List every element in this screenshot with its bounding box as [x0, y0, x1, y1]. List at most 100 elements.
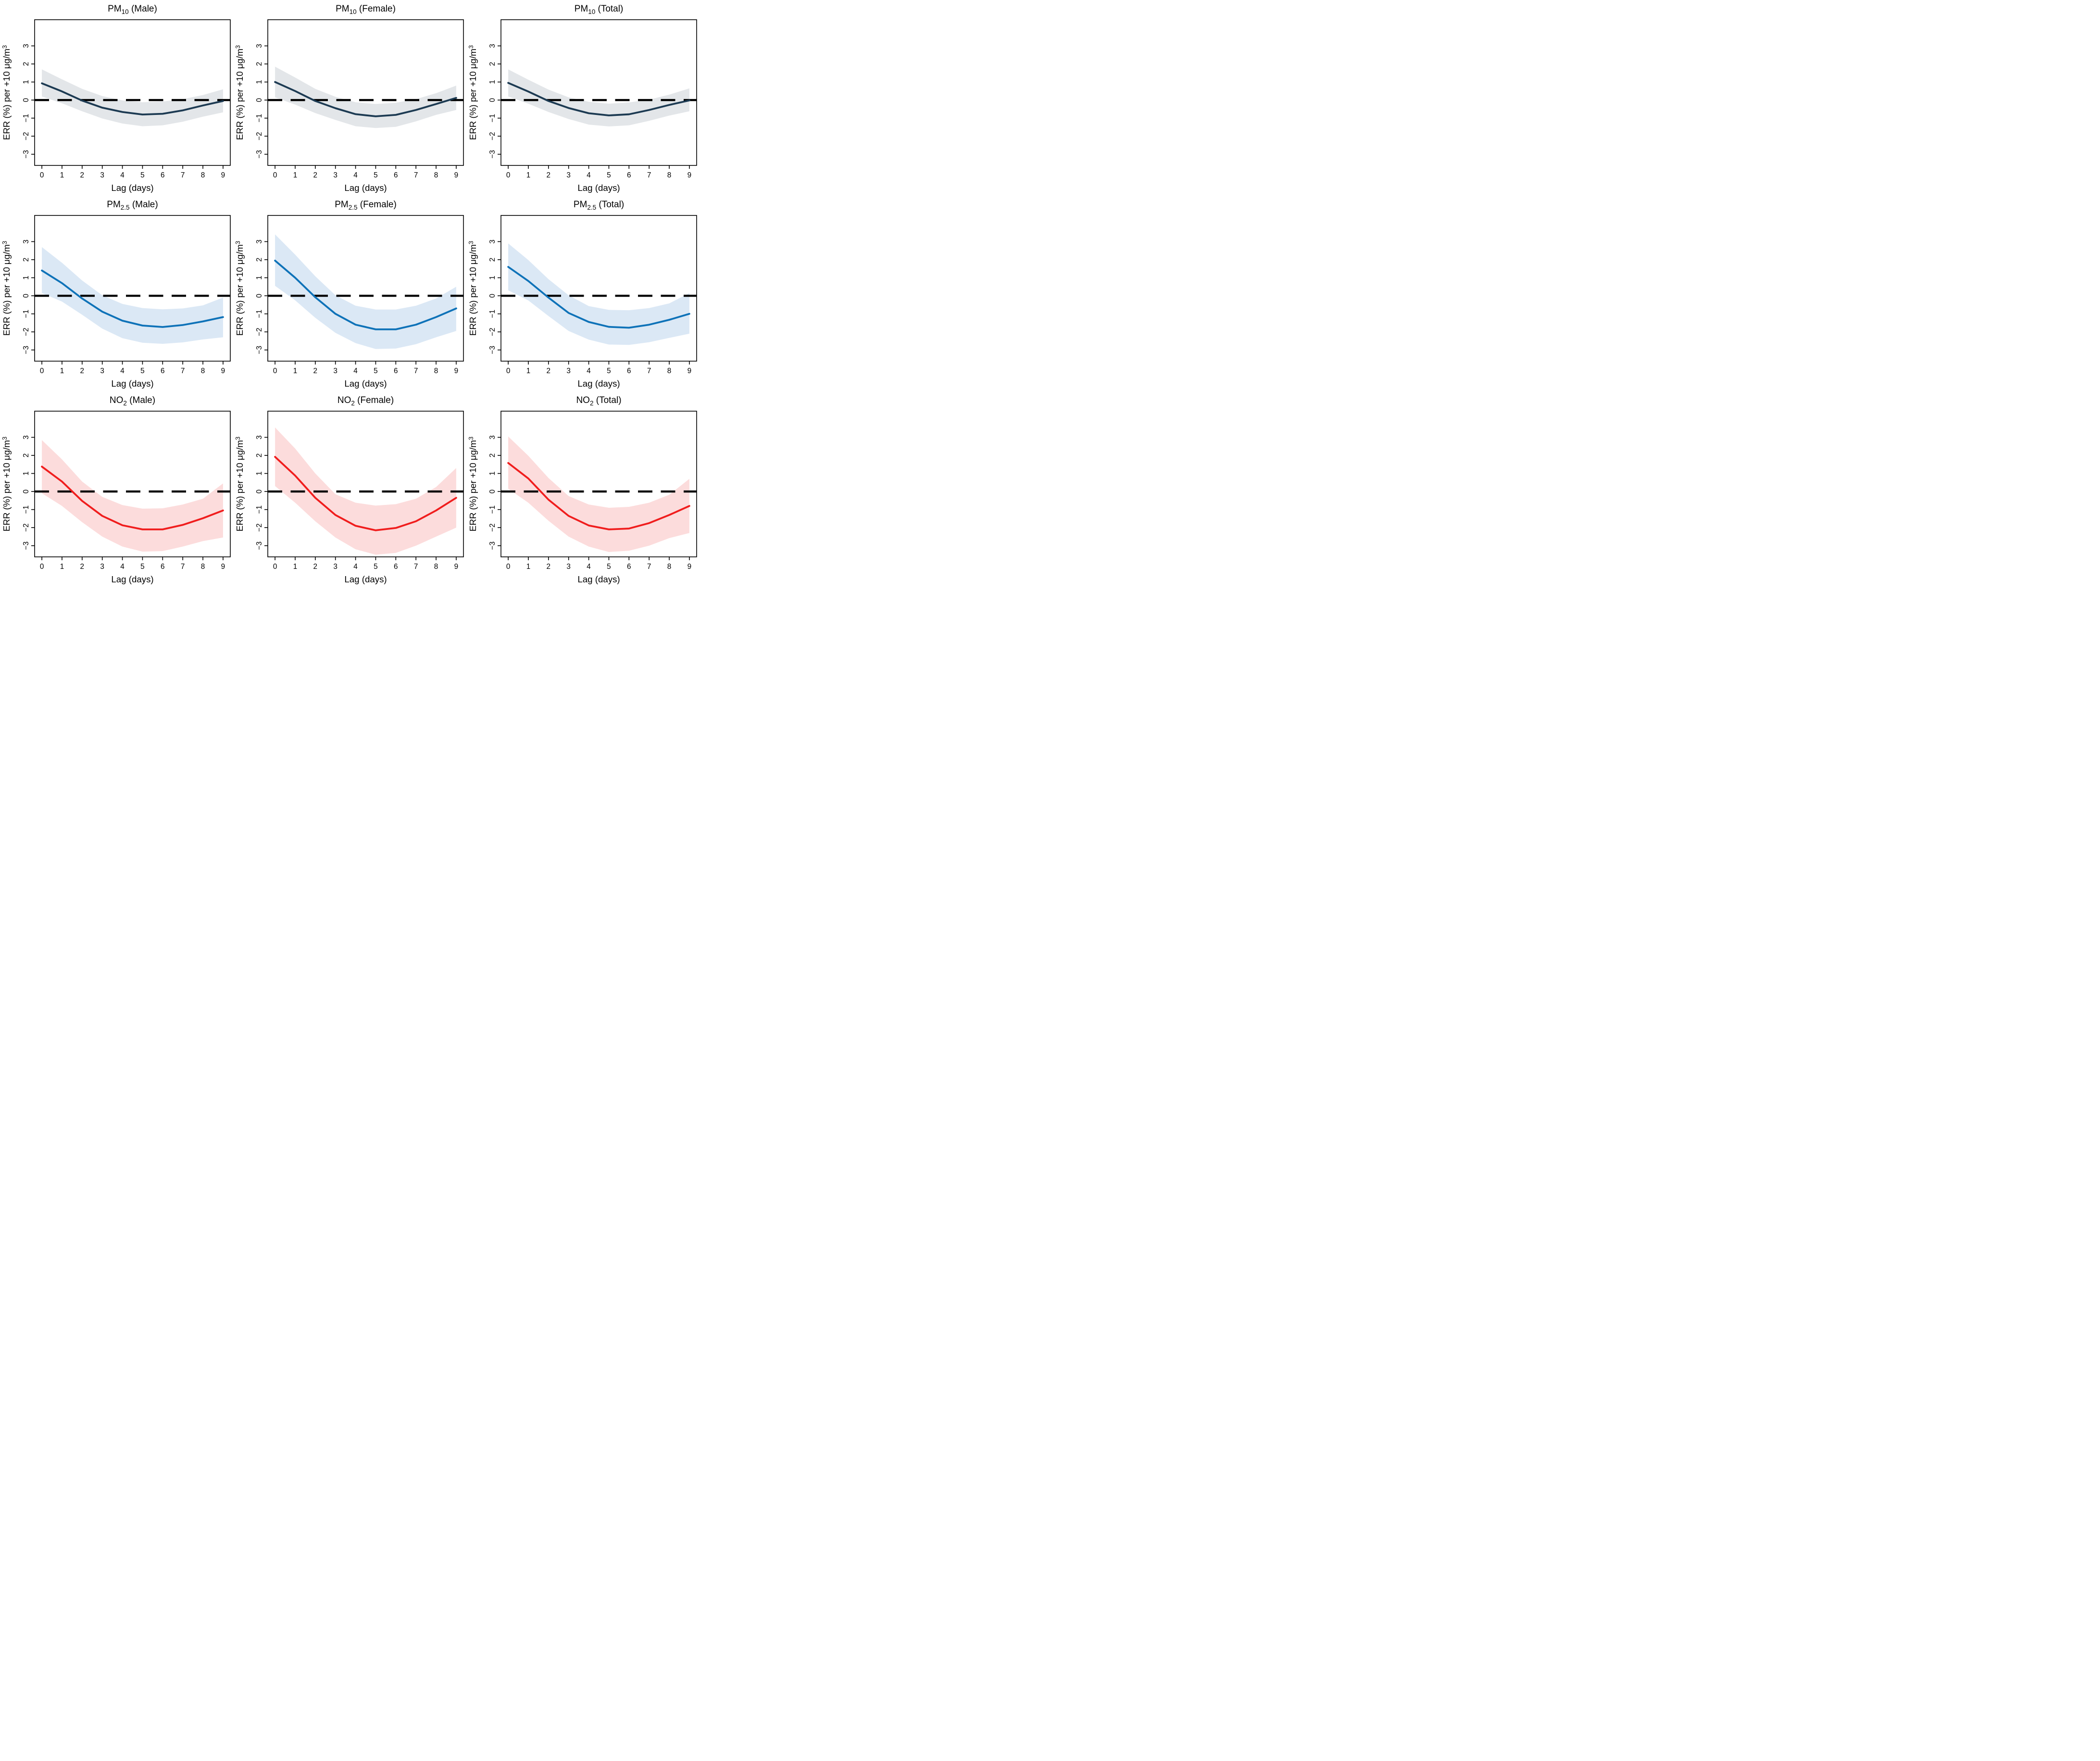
y-tick-label: 0 — [488, 490, 497, 494]
x-tick-label: 8 — [667, 367, 672, 375]
estimate-line — [41, 82, 224, 115]
x-tick-label: 5 — [140, 367, 145, 375]
x-tick-label: 7 — [414, 367, 418, 375]
y-tick-label: 2 — [488, 62, 497, 66]
y-tick-label: 2 — [255, 453, 263, 458]
x-tick-label: 5 — [374, 367, 378, 375]
y-tick-label: −3 — [255, 150, 263, 158]
y-tick-label: 2 — [488, 453, 497, 458]
confidence-band — [42, 440, 223, 552]
x-tick-label: 8 — [434, 367, 438, 375]
x-tick-label: 5 — [140, 171, 145, 179]
x-tick-label: 2 — [313, 367, 318, 375]
y-tick-label: −1 — [22, 505, 30, 514]
y-tick-label: 2 — [22, 258, 30, 262]
x-tick-label: 0 — [273, 171, 277, 179]
x-axis-label: Lag (days) — [111, 378, 153, 389]
x-tick-label: 7 — [181, 171, 185, 179]
panel-title: NO2 (Male) — [110, 395, 155, 407]
x-tick-label: 6 — [627, 367, 631, 375]
x-tick-label: 1 — [293, 367, 298, 375]
y-tick-label: 0 — [255, 490, 263, 494]
x-tick-label: 6 — [394, 171, 398, 179]
x-tick-label: 3 — [333, 171, 338, 179]
y-tick-label: 3 — [22, 239, 30, 244]
x-tick-label: 4 — [587, 367, 591, 375]
plot-box — [267, 411, 464, 557]
x-tick-label: 2 — [547, 367, 551, 375]
chart-panel-pm25-male: PM2.5 (Male) 0 1 2 3 4 5 6 7 8 9 −3 −2 −1 0 1 2 3 Lag (day… — [0, 196, 233, 391]
x-tick-label: 4 — [120, 171, 125, 179]
y-tick-label: −2 — [22, 132, 30, 140]
y-tick-label: −3 — [488, 150, 497, 158]
x-tick-label: 8 — [201, 563, 205, 571]
x-tick-label: 4 — [353, 367, 358, 375]
y-tick-label: 3 — [488, 435, 497, 440]
y-tick-label: −3 — [22, 346, 30, 354]
chart-panel-pm25-female: PM2.5 (Female) 0 1 2 3 4 5 6 7 8 9 −3 −2 −1 0 1 2 3 Lag (d… — [233, 196, 466, 391]
x-tick-label: 1 — [526, 367, 531, 375]
y-tick-label: 0 — [488, 294, 497, 298]
y-tick-label: 1 — [488, 471, 497, 476]
estimate-line — [274, 456, 457, 531]
x-tick-label: 3 — [100, 563, 104, 571]
x-tick-label: 1 — [60, 367, 64, 375]
chart-panel-no2-female: NO2 (Female) 0 1 2 3 4 5 6 7 8 9 −3 −2 −1 0 1 2 3 Lag (day… — [233, 391, 466, 587]
y-tick-label: −1 — [22, 310, 30, 318]
chart-panel-pm25-total: PM2.5 (Total) 0 1 2 3 4 5 6 7 8 9 −3 −2 −1 0 1 2 3 Lag (da… — [466, 196, 700, 391]
x-tick-label: 6 — [161, 367, 165, 375]
plot-box — [34, 19, 231, 166]
y-tick-label: −1 — [255, 505, 263, 514]
x-tick-label: 9 — [454, 367, 459, 375]
x-tick-label: 7 — [414, 171, 418, 179]
y-tick-label: 1 — [255, 80, 263, 84]
chart-panel-pm10-female: PM10 (Female) 0 1 2 3 4 5 6 7 8 9 −3 −2 −1 0 1 2 3 Lag (da… — [233, 0, 466, 196]
x-tick-label: 6 — [627, 171, 631, 179]
x-tick-label: 5 — [607, 563, 611, 571]
x-tick-label: 8 — [434, 171, 438, 179]
x-tick-label: 3 — [333, 367, 338, 375]
x-tick-label: 5 — [607, 171, 611, 179]
y-axis-label: ERR (%) per +10 μg/m3 — [1, 437, 12, 531]
x-axis-label: Lag (days) — [577, 574, 620, 584]
estimate-line — [507, 462, 690, 530]
x-tick-label: 9 — [688, 367, 692, 375]
y-axis-label: ERR (%) per +10 μg/m3 — [1, 241, 12, 336]
x-tick-label: 1 — [293, 563, 298, 571]
y-tick-label: 0 — [22, 490, 30, 494]
y-axis-label: ERR (%) per +10 μg/m3 — [234, 45, 245, 140]
y-tick-label: 0 — [22, 98, 30, 102]
x-tick-label: 4 — [353, 171, 358, 179]
x-tick-label: 3 — [333, 563, 338, 571]
x-tick-label: 7 — [414, 563, 418, 571]
x-tick-label: 0 — [273, 563, 277, 571]
y-tick-label: −1 — [488, 310, 497, 318]
x-tick-label: 2 — [547, 563, 551, 571]
x-tick-label: 6 — [394, 563, 398, 571]
x-tick-label: 1 — [293, 171, 298, 179]
estimate-line — [507, 82, 690, 116]
x-axis-label: Lag (days) — [344, 378, 387, 389]
x-tick-label: 9 — [221, 563, 225, 571]
x-tick-label: 5 — [140, 563, 145, 571]
panel-title: NO2 (Total) — [576, 395, 621, 407]
panel-title: PM10 (Male) — [108, 4, 157, 15]
charts-grid: PM10 (Male) 0 1 2 3 4 5 6 7 8 9 −3 −2 −1 0 1 2 3 Lag (days… — [0, 0, 700, 587]
panel-title: PM10 (Female) — [336, 4, 396, 15]
x-tick-label: 4 — [120, 563, 125, 571]
x-tick-label: 6 — [394, 367, 398, 375]
x-tick-label: 7 — [647, 171, 651, 179]
x-tick-label: 3 — [566, 367, 571, 375]
confidence-band — [508, 69, 689, 126]
confidence-band — [275, 234, 456, 349]
x-tick-label: 1 — [60, 171, 64, 179]
plot-box — [34, 215, 231, 362]
y-tick-label: −3 — [255, 541, 263, 550]
x-tick-label: 4 — [587, 171, 591, 179]
confidence-band — [508, 436, 689, 552]
chart-svg-pm10-male: PM10 (Male) 0 1 2 3 4 5 6 7 8 9 −3 −2 −1 0 1 2 3 Lag (days… — [1, 4, 231, 193]
confidence-band — [42, 69, 223, 126]
panel-title: PM2.5 (Total) — [574, 200, 624, 211]
y-tick-label: −1 — [255, 114, 263, 122]
x-tick-label: 7 — [181, 367, 185, 375]
